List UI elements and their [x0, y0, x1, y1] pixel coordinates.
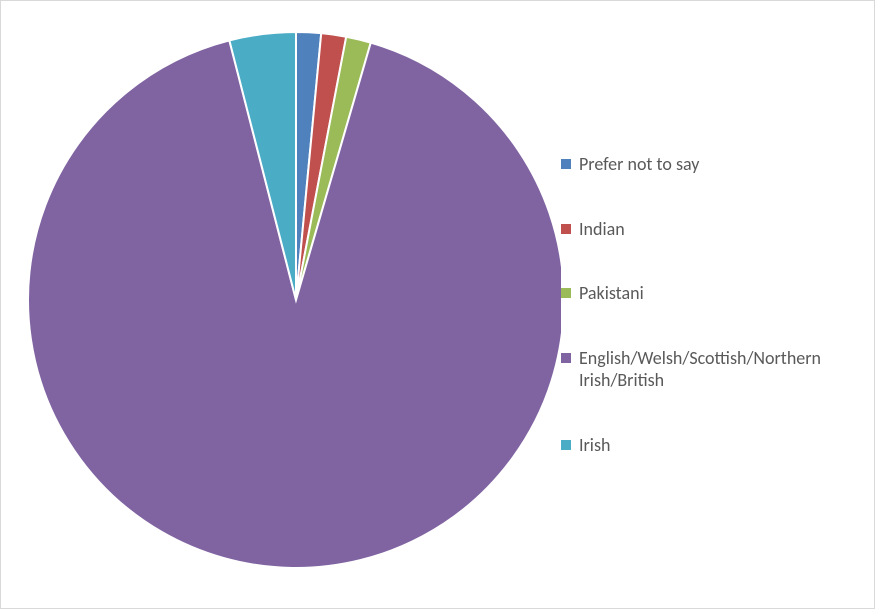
legend-item: English/Welsh/Scottish/Northern Irish/Br…: [561, 347, 854, 392]
legend-swatch: [561, 159, 571, 169]
legend-swatch: [561, 353, 571, 363]
legend-label: English/Welsh/Scottish/Northern Irish/Br…: [579, 347, 829, 392]
legend-swatch: [561, 440, 571, 450]
legend-item: Pakistani: [561, 282, 854, 305]
legend-label: Indian: [579, 218, 625, 241]
legend-list: Prefer not to say Indian Pakistani English/…: [561, 153, 854, 456]
legend-item: Irish: [561, 434, 854, 457]
legend-label: Pakistani: [579, 282, 644, 305]
pie-plot-area: [1, 0, 561, 609]
legend-swatch: [561, 288, 571, 298]
legend-item: Indian: [561, 218, 854, 241]
legend-label: Prefer not to say: [579, 153, 699, 176]
legend-label: Irish: [579, 434, 610, 457]
legend-swatch: [561, 224, 571, 234]
chart-legend: Prefer not to say Indian Pakistani English/…: [561, 153, 874, 456]
pie-chart-container: Prefer not to say Indian Pakistani English/…: [0, 0, 875, 609]
legend-item: Prefer not to say: [561, 153, 854, 176]
pie-chart-svg: [1, 0, 561, 609]
